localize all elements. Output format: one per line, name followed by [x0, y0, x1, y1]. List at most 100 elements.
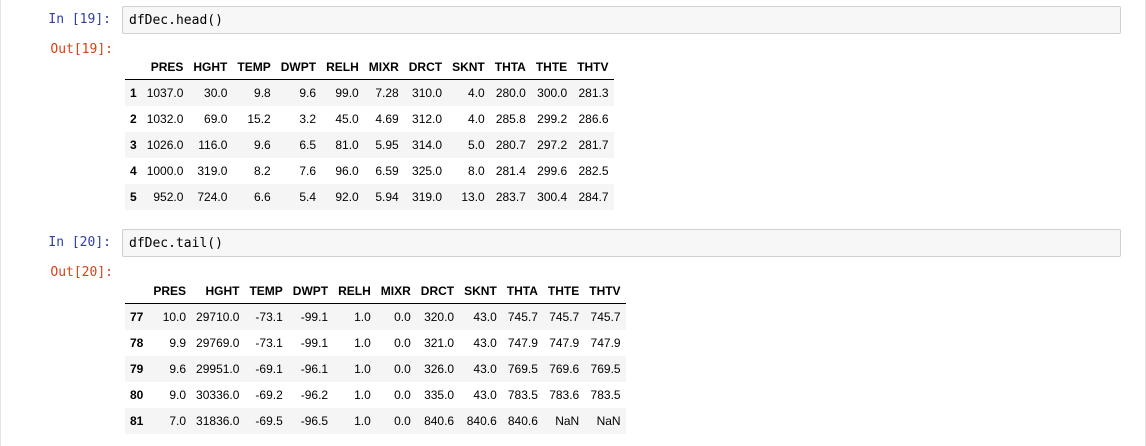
- row-index: 1: [130, 86, 137, 100]
- table-cell: 43.0: [473, 362, 497, 376]
- column-header: THTE: [530, 50, 573, 80]
- table-cell: 15.2: [247, 112, 271, 126]
- table-cell: 769.5: [507, 362, 538, 376]
- table-cell: 69.0: [204, 112, 228, 126]
- table-cell: 840.6: [466, 414, 497, 428]
- table-cell: 0.0: [394, 388, 411, 402]
- column-header: THTV: [572, 50, 614, 80]
- table-cell: 952.0: [153, 190, 184, 204]
- table-cell: 6.59: [375, 164, 399, 178]
- table-cell: 310.0: [412, 86, 443, 100]
- column-header: THTA: [489, 50, 531, 80]
- table-cell: 840.6: [424, 414, 455, 428]
- table-cell: 319.0: [197, 164, 228, 178]
- table-cell: NaN: [555, 414, 580, 428]
- table-cell: 29769.0: [196, 336, 240, 350]
- column-header: HGHT: [188, 50, 233, 80]
- column-header: RELH: [321, 50, 364, 80]
- table-cell: -99.1: [300, 310, 329, 324]
- table-cell: 769.6: [549, 362, 580, 376]
- table-cell: 9.6: [254, 138, 271, 152]
- table-cell: 280.0: [495, 86, 526, 100]
- table-cell: 320.0: [424, 310, 455, 324]
- table-cell: 769.5: [590, 362, 621, 376]
- table-cell: 300.4: [537, 190, 568, 204]
- table-cell: 1032.0: [146, 112, 184, 126]
- table-cell: 99.0: [335, 86, 359, 100]
- column-header: HGHT: [191, 274, 245, 304]
- table-cell: 5.94: [375, 190, 399, 204]
- table-cell: 284.7: [578, 190, 609, 204]
- table-cell: 9.6: [169, 362, 187, 376]
- dataframe-head-table: PRES HGHT TEMP DWPT RELH MIXR DRCT SKNT THTA THTE…: [125, 50, 614, 210]
- table-cell: 45.0: [335, 112, 359, 126]
- column-header: PRES: [148, 274, 192, 304]
- code-input-20[interactable]: dfDec.tail(): [122, 229, 1121, 257]
- column-header: RELH: [333, 274, 376, 304]
- table-cell: 286.6: [578, 112, 609, 126]
- table-cell: 9.6: [299, 86, 317, 100]
- table-row: 79 9.6 29951.0 -69.1 -96.1 1.0 0.0 326.0 43.0 769…: [125, 356, 626, 382]
- table-cell: 4.69: [375, 112, 399, 126]
- table-cell: -69.5: [255, 414, 283, 428]
- table-cell: 9.9: [169, 336, 187, 350]
- table-cell: 6.6: [254, 190, 271, 204]
- column-header: SKNT: [459, 274, 502, 304]
- dataframe-tail-table: PRES HGHT TEMP DWPT RELH MIXR DRCT SKNT THTA THTE…: [125, 274, 626, 434]
- table-row: 1 1037.0 30.0 9.8 9.6 99.0 7.28 310.0 4.0 280.0 30…: [125, 79, 614, 106]
- code-text-20[interactable]: dfDec.tail(): [129, 236, 223, 251]
- table-cell: 312.0: [412, 112, 443, 126]
- table-cell: 96.0: [335, 164, 359, 178]
- code-text-19[interactable]: dfDec.head(): [129, 13, 223, 28]
- row-index: 5: [130, 190, 137, 204]
- table-cell: 13.0: [461, 190, 485, 204]
- table-cell: 321.0: [424, 336, 455, 350]
- row-index: 3: [130, 138, 137, 152]
- table-cell: -69.1: [255, 362, 283, 376]
- table-cell: -73.1: [255, 310, 283, 324]
- table-cell: 335.0: [424, 388, 455, 402]
- table-cell: -99.1: [300, 336, 329, 350]
- table-cell: 297.2: [537, 138, 568, 152]
- table-cell: 8.0: [468, 164, 485, 178]
- table-cell: 7.0: [169, 414, 187, 428]
- table-row: 81 7.0 31836.0 -69.5 -96.5 1.0 0.0 840.6 840.6 84…: [125, 408, 626, 434]
- table-cell: 4.0: [468, 86, 485, 100]
- code-input-19[interactable]: dfDec.head(): [122, 6, 1121, 34]
- table-cell: 325.0: [412, 164, 443, 178]
- table-cell: -69.2: [255, 388, 283, 402]
- table-cell: 1.0: [354, 336, 371, 350]
- table-cell: 8.2: [254, 164, 271, 178]
- table-cell: 783.5: [590, 388, 621, 402]
- table-cell: 281.4: [495, 164, 526, 178]
- table-cell: NaN: [596, 414, 621, 428]
- column-header: DRCT: [403, 50, 448, 80]
- index-header: [125, 274, 149, 304]
- output-prompt-20: Out[20]:: [50, 265, 113, 280]
- table-row: 78 9.9 29769.0 -73.1 -99.1 1.0 0.0 321.0 43.0 747…: [125, 330, 626, 356]
- table-cell: 745.7: [507, 310, 538, 324]
- table-cell: 43.0: [473, 310, 497, 324]
- table-cell: 4.0: [468, 112, 485, 126]
- table-cell: 3.2: [299, 112, 317, 126]
- column-header: TEMP: [232, 50, 276, 80]
- row-index: 4: [130, 164, 137, 178]
- table-cell: 724.0: [197, 190, 228, 204]
- column-header: TEMP: [244, 274, 288, 304]
- table-cell: 30.0: [204, 86, 228, 100]
- row-index: 79: [130, 362, 144, 376]
- table-cell: -96.2: [300, 388, 329, 402]
- column-header: DWPT: [287, 274, 334, 304]
- table-cell: 783.5: [507, 388, 538, 402]
- table-cell: 30336.0: [196, 388, 240, 402]
- table-cell: -96.5: [300, 414, 329, 428]
- table-cell: 745.7: [590, 310, 621, 324]
- table-row: 80 9.0 30336.0 -69.2 -96.2 1.0 0.0 335.0 43.0 783…: [125, 382, 626, 408]
- input-prompt-20: In [20]:: [48, 235, 111, 250]
- table-cell: 1.0: [354, 362, 371, 376]
- table-cell: -73.1: [255, 336, 283, 350]
- table-cell: 300.0: [537, 86, 568, 100]
- table-row: 3 1026.0 116.0 9.6 6.5 81.0 5.95 314.0 5.0 280.7 2…: [125, 132, 614, 158]
- table-row: 2 1032.0 69.0 15.2 3.2 45.0 4.69 312.0 4.0 285.8 2…: [125, 106, 614, 132]
- table-cell: 1037.0: [146, 86, 184, 100]
